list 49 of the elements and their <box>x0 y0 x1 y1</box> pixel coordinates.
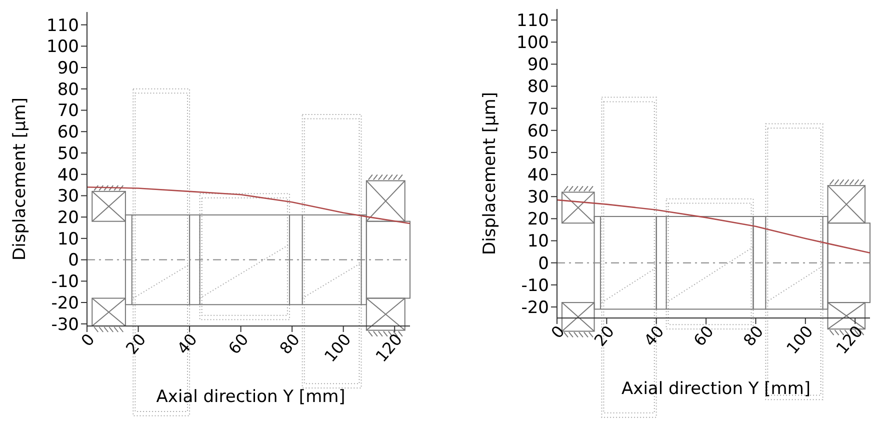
y-tick-label: -20 <box>51 293 79 314</box>
x-tick-label: 60 <box>690 322 718 350</box>
line-series <box>86 186 411 224</box>
y-tick-label: 100 <box>46 37 79 58</box>
y-tick-label: 20 <box>57 208 79 228</box>
y-tick-label: 40 <box>57 165 79 186</box>
x-axis-title: Axial direction Y [mm] <box>622 379 811 399</box>
x-tick-label: 60 <box>224 330 252 358</box>
x-tick-label: 100 <box>320 330 355 366</box>
y-tick-label: -20 <box>521 298 549 318</box>
y-tick-label: 70 <box>527 99 549 120</box>
y-tick-label: -30 <box>51 314 79 335</box>
x-tick-label: 80 <box>276 330 304 358</box>
y-tick-label: 110 <box>46 16 79 36</box>
y-tick-label: 90 <box>57 58 79 78</box>
y-tick-label: 10 <box>57 229 79 250</box>
y-tick-label: 60 <box>527 121 549 142</box>
x-tick-label: 40 <box>640 322 668 350</box>
y-axis-title: Displacement [µm] <box>10 98 30 260</box>
y-tick-label: -10 <box>521 276 549 296</box>
line-series <box>556 199 871 254</box>
y-tick-label: 40 <box>527 165 549 186</box>
y-tick-label: 80 <box>57 80 79 100</box>
y-tick-label: 0 <box>68 250 79 271</box>
y-tick-label: 50 <box>57 144 79 164</box>
x-tick-label: 20 <box>590 322 618 350</box>
x-tick-label: 120 <box>832 322 866 358</box>
y-tick-label: 80 <box>527 77 549 98</box>
y-axis-title: Displacement [µm] <box>480 92 500 255</box>
y-tick-label: 100 <box>516 33 549 54</box>
y-tick-label: 30 <box>527 188 549 208</box>
y-tick-label: 50 <box>527 143 549 164</box>
y-tick-label: 0 <box>538 254 549 274</box>
x-tick-label: 100 <box>782 322 817 358</box>
y-tick-label: 30 <box>57 186 79 207</box>
x-tick-label: 120 <box>372 330 406 366</box>
y-tick-label: 20 <box>527 210 549 230</box>
y-tick-label: 110 <box>516 10 549 31</box>
x-tick-label: 80 <box>739 322 768 350</box>
x-tick-label: 40 <box>173 330 201 358</box>
x-tick-label: 0 <box>547 322 568 342</box>
x-tick-label: 0 <box>77 330 98 350</box>
x-axis-title: Axial direction Y [mm] <box>156 387 346 407</box>
x-tick-label: 20 <box>122 330 150 358</box>
y-tick-label: 60 <box>57 122 79 143</box>
y-tick-label: 90 <box>527 55 549 76</box>
y-tick-label: 10 <box>527 232 549 252</box>
y-tick-label: 70 <box>57 101 79 122</box>
y-tick-label: -10 <box>51 272 79 292</box>
